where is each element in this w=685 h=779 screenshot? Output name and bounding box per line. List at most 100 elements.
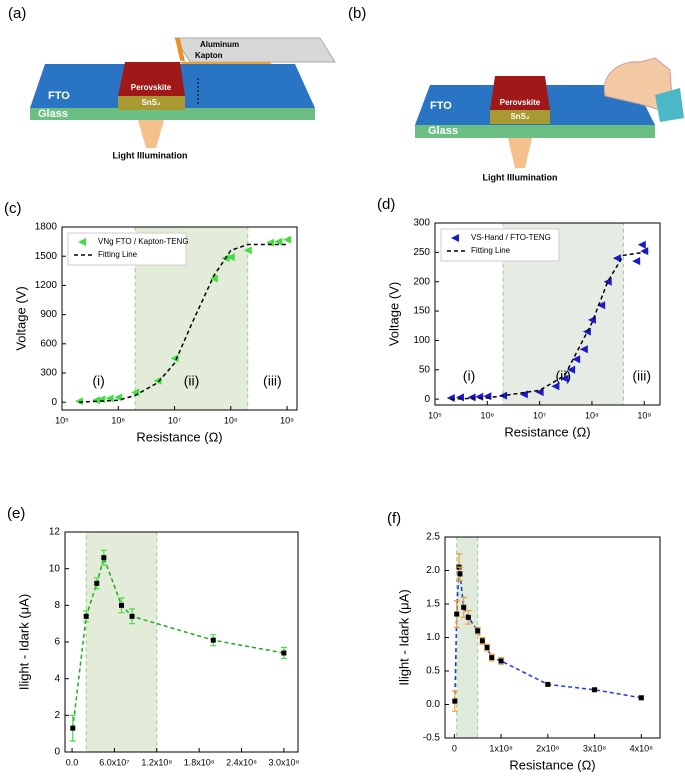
data-point bbox=[638, 695, 644, 701]
aluminum-layer bbox=[174, 37, 336, 63]
y-tick-label: 0 bbox=[54, 747, 60, 758]
panel-label: (e) bbox=[7, 505, 25, 522]
data-point bbox=[498, 658, 504, 664]
x-tick-label: 10⁹ bbox=[280, 415, 294, 425]
x-tick-label: 10⁸ bbox=[585, 410, 599, 420]
legend-label: VS-Hand / FTO-TENG bbox=[471, 233, 551, 242]
data-point bbox=[153, 376, 162, 385]
shaded-region bbox=[85, 531, 158, 753]
glass-layer bbox=[30, 108, 315, 120]
legend-marker bbox=[78, 238, 86, 246]
diagram-label: Light Illumination bbox=[483, 172, 558, 182]
panel-label: (f) bbox=[387, 510, 401, 527]
data-point bbox=[483, 392, 492, 401]
y-tick-label: 50 bbox=[419, 364, 431, 375]
sns2-layer bbox=[490, 110, 550, 124]
x-tick-label: 10⁶ bbox=[111, 415, 125, 425]
data-point bbox=[535, 388, 544, 397]
x-tick-label: 0.0 bbox=[66, 757, 79, 767]
data-point bbox=[475, 392, 484, 401]
y-tick-label: 600 bbox=[40, 338, 57, 349]
data-point bbox=[210, 637, 216, 643]
x-tick-label: 0 bbox=[452, 743, 457, 753]
y-tick-label: 1.0 bbox=[426, 632, 440, 643]
data-point bbox=[475, 628, 481, 634]
data-point bbox=[579, 345, 588, 354]
data-point bbox=[91, 396, 100, 405]
panel-label: (d) bbox=[377, 196, 395, 213]
data-point bbox=[572, 355, 581, 364]
data-point bbox=[567, 365, 576, 374]
data-point bbox=[452, 698, 458, 704]
data-point bbox=[209, 274, 218, 283]
y-tick-label: 0 bbox=[51, 397, 57, 408]
data-point bbox=[545, 681, 551, 687]
y-axis-label: Voltage (V) bbox=[13, 286, 28, 350]
data-point bbox=[274, 237, 283, 246]
light-beam bbox=[508, 138, 532, 168]
y-tick-label: 200 bbox=[413, 276, 430, 287]
data-point bbox=[479, 638, 485, 644]
kapton-edge bbox=[175, 38, 185, 62]
y-tick-label: 6 bbox=[54, 637, 60, 648]
data-point bbox=[637, 240, 646, 249]
data-point bbox=[170, 354, 179, 363]
data-point bbox=[283, 235, 292, 244]
y-tick-label: 300 bbox=[413, 218, 430, 229]
x-tick-label: 10⁸ bbox=[224, 415, 238, 425]
legend-label: VNg FTO / Kapton-TENG bbox=[98, 237, 189, 246]
data-point bbox=[551, 382, 560, 391]
data-point bbox=[266, 238, 275, 247]
diagram-label: FTO bbox=[430, 100, 452, 112]
data-point bbox=[83, 613, 89, 619]
legend-marker bbox=[451, 234, 459, 242]
region-label: (iii) bbox=[632, 368, 651, 384]
diagram-label: SnS₂ bbox=[141, 98, 161, 107]
y-tick-label: 0 bbox=[424, 394, 430, 405]
y-axis-label: Ilight - Idark (μA) bbox=[396, 589, 411, 685]
region-label: (ii) bbox=[184, 373, 200, 389]
x-tick-label: 6.0x10⁷ bbox=[99, 757, 129, 767]
y-tick-label: 12 bbox=[49, 527, 61, 538]
y-tick-label: 250 bbox=[413, 247, 430, 258]
perovskite-layer bbox=[490, 76, 550, 110]
region-label: (i) bbox=[463, 368, 475, 384]
x-tick-label: 10⁵ bbox=[428, 410, 442, 420]
data-point bbox=[70, 725, 76, 731]
diagram-label: Light Illumination bbox=[113, 150, 188, 160]
data-point bbox=[114, 393, 123, 402]
sleeve bbox=[655, 88, 684, 122]
light-beam bbox=[138, 120, 164, 148]
glass-layer bbox=[415, 125, 655, 138]
data-point bbox=[129, 613, 135, 619]
data-point bbox=[243, 246, 252, 255]
x-tick-label: 10⁹ bbox=[637, 410, 651, 420]
data-point bbox=[105, 394, 114, 403]
x-tick-label: 1.2x10⁸ bbox=[141, 757, 172, 767]
data-point bbox=[612, 254, 621, 263]
y-tick-label: 2.5 bbox=[426, 532, 440, 543]
plot-frame bbox=[434, 222, 661, 406]
data-point bbox=[461, 604, 467, 610]
data-point bbox=[118, 602, 124, 608]
x-tick-label: 3.0x10⁸ bbox=[268, 757, 299, 767]
legend-label: Fitting Line bbox=[471, 246, 511, 255]
data-point bbox=[101, 555, 107, 561]
series-line bbox=[450, 251, 645, 400]
x-tick-label: 4x10⁸ bbox=[630, 743, 654, 753]
x-tick-label: 1.8x10⁸ bbox=[184, 757, 215, 767]
data-point bbox=[592, 687, 598, 693]
y-tick-label: 150 bbox=[413, 306, 430, 317]
data-point bbox=[455, 393, 464, 402]
y-tick-label: 2.0 bbox=[426, 565, 440, 576]
data-point bbox=[560, 374, 569, 383]
data-point bbox=[94, 580, 100, 586]
diagram-label: Aluminum bbox=[200, 40, 239, 49]
diagram-label: Kapton bbox=[195, 51, 223, 60]
x-tick-label: 10⁷ bbox=[533, 410, 546, 420]
data-point bbox=[467, 393, 476, 402]
x-tick-label: 3x10⁸ bbox=[583, 743, 607, 753]
x-tick-label: 2.4x10⁸ bbox=[226, 757, 257, 767]
x-tick-label: 1x10⁸ bbox=[489, 743, 513, 753]
